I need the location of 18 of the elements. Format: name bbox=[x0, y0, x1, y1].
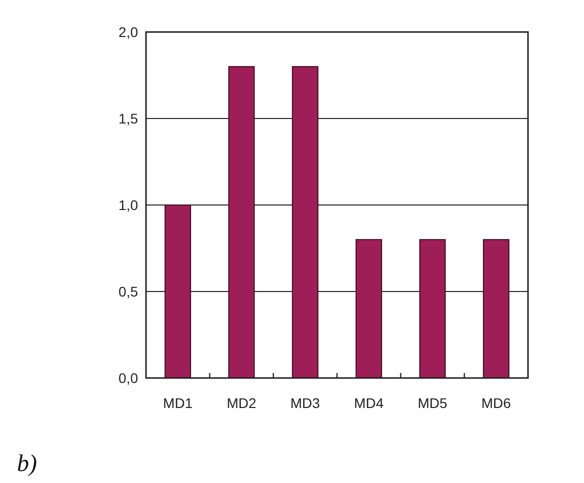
x-tick-label: MD5 bbox=[418, 395, 448, 411]
bar bbox=[419, 239, 446, 378]
x-tick-label: MD1 bbox=[163, 395, 193, 411]
y-tick-label: 2,0 bbox=[118, 24, 138, 40]
text: b) bbox=[17, 451, 37, 477]
bar bbox=[228, 66, 255, 378]
bar bbox=[482, 239, 510, 378]
x-tick-label: MD2 bbox=[226, 395, 256, 411]
y-tick-label: 0,0 bbox=[118, 370, 138, 386]
x-tick-label: MD3 bbox=[290, 395, 320, 411]
bar bbox=[292, 66, 318, 378]
x-tick-label: MD6 bbox=[481, 395, 512, 411]
bar bbox=[164, 204, 192, 378]
x-tick-label: MD4 bbox=[354, 395, 384, 411]
bar bbox=[356, 239, 382, 378]
y-tick-label: 0,5 bbox=[118, 283, 138, 300]
y-tick-label: 1,5 bbox=[118, 110, 138, 126]
y-tick-label: 1,0 bbox=[118, 196, 138, 213]
